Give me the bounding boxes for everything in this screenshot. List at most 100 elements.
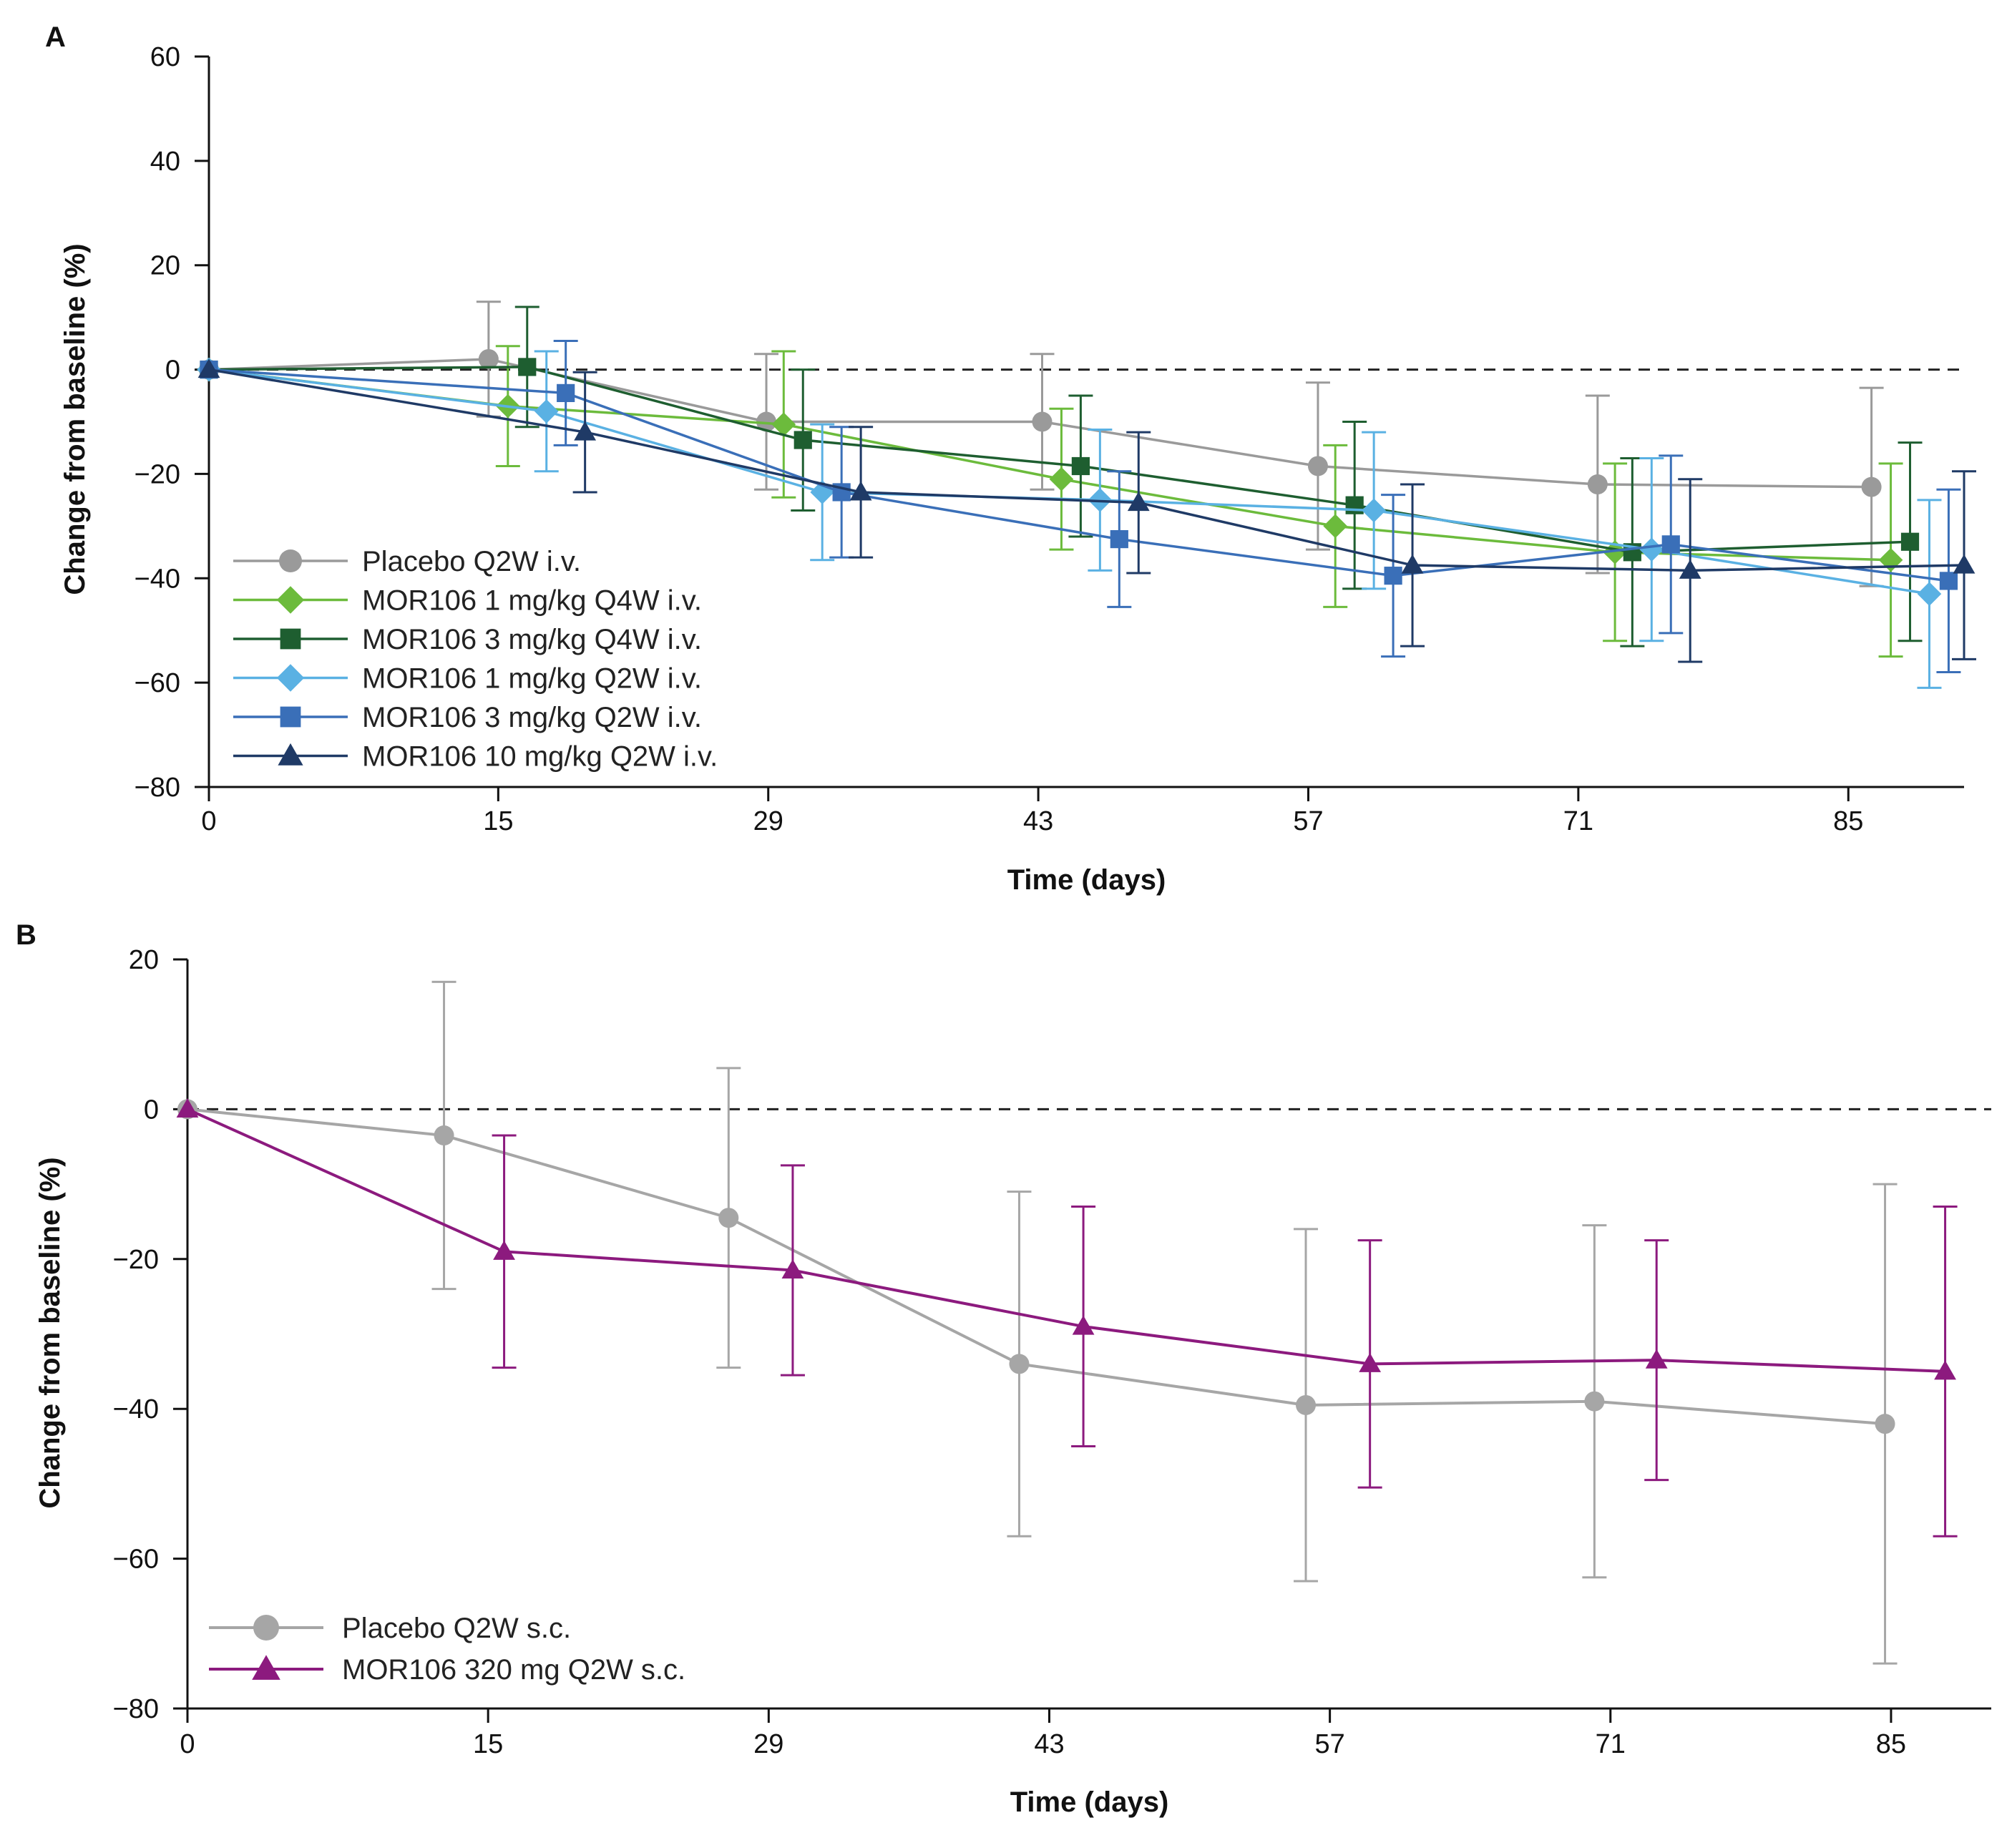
panel-a-legend: Placebo Q2W i.v. MOR106 1 mg/kg Q4W i.v. M…	[233, 546, 718, 773]
panel-a-data-point	[793, 431, 812, 449]
panel-b-y-tick-label: 0	[144, 1095, 159, 1125]
panel-a-y-tick-label: −80	[135, 773, 180, 803]
panel-b-data-point	[718, 1208, 739, 1228]
panel-b-legend-label: Placebo Q2W s.c.	[342, 1613, 571, 1644]
panel-b-series-1	[176, 1098, 1958, 1537]
panel-a-legend-marker	[280, 628, 301, 650]
panel-a-data-point	[1345, 496, 1364, 514]
panel-a-data-point	[518, 358, 537, 376]
panel-b-legend-marker	[253, 1615, 279, 1641]
panel-a-legend-marker	[276, 664, 305, 692]
panel-a-data-point	[1861, 476, 1882, 497]
panel-b-y-tick-label: −40	[113, 1394, 159, 1424]
panel-b-data-point	[1875, 1414, 1895, 1434]
panel-a-x-axis-title: Time (days)	[1007, 864, 1166, 896]
panel-a-series-2	[200, 305, 1923, 647]
panel-a-data-point	[1032, 411, 1053, 432]
panel-b-y-tick-label: 20	[129, 945, 159, 975]
panel-a-data-point	[557, 383, 575, 402]
panel-a-data-point	[534, 399, 559, 424]
panel-b: B 20 0 −20 −40 −60 −80 0 15 29 43 57 71 85 Time (days…	[16, 919, 1991, 1818]
panel-a-legend-label: MOR106 3 mg/kg Q2W i.v.	[362, 702, 702, 733]
panel-a-x-tick-label: 0	[201, 806, 216, 836]
panel-a-legend-marker	[279, 549, 302, 572]
panel-a-data-point	[1603, 540, 1627, 564]
panel-b-y-tick-label: −20	[113, 1245, 159, 1275]
panel-b-y-tick-label: −80	[113, 1694, 159, 1724]
panel-a-legend-item: MOR106 3 mg/kg Q4W i.v.	[233, 624, 702, 655]
panel-b-x-tick-label: 57	[1314, 1729, 1344, 1759]
panel-a-x-tick-label: 43	[1023, 806, 1053, 836]
panel-a-legend-item: MOR106 1 mg/kg Q4W i.v.	[233, 585, 702, 617]
panel-b-y-axis-title: Change from baseline (%)	[34, 1157, 66, 1508]
panel-b-series-0	[177, 980, 1898, 1665]
panel-a-data-point	[1384, 567, 1402, 585]
panel-b-data-point	[176, 1098, 199, 1118]
panel-b-data-point	[1934, 1360, 1956, 1380]
panel-a-y-tick-label: 40	[150, 147, 180, 177]
panel-a-legend-marker	[278, 743, 303, 766]
panel-b-legend-item: MOR106 320 mg Q2W s.c.	[209, 1654, 685, 1686]
panel-a-data-point	[1900, 532, 1920, 551]
panel-a-legend-label: MOR106 3 mg/kg Q4W i.v.	[362, 624, 702, 655]
panel-a-data-point	[1323, 514, 1348, 539]
panel-a-data-point	[771, 412, 796, 436]
panel-a-legend-label: MOR106 1 mg/kg Q2W i.v.	[362, 663, 702, 695]
panel-a-data-point	[1127, 492, 1150, 512]
panel-a-data-point	[1401, 554, 1424, 574]
panel-a-series-1	[197, 345, 1903, 658]
panel-a-data-point	[1661, 535, 1680, 554]
panel-b-data-point	[493, 1240, 515, 1260]
panel-a-y-tick-label: 60	[150, 42, 180, 72]
panel-a-data-point	[574, 421, 597, 441]
panel-a-data-point	[756, 411, 777, 432]
panel-a-data-point	[1307, 456, 1328, 476]
panel-a-label: A	[45, 21, 66, 53]
panel-b-data-point	[1584, 1391, 1605, 1412]
panel-a-y-tick-label: −20	[135, 459, 180, 489]
panel-a-data-point	[1939, 572, 1958, 590]
panel-a-y-tick-label: −60	[135, 668, 180, 698]
panel-b-label: B	[16, 919, 36, 951]
panel-a-data-point	[1639, 537, 1664, 562]
panel-a-data-point	[1071, 456, 1090, 476]
panel-a-legend-label: MOR106 10 mg/kg Q2W i.v.	[362, 741, 718, 773]
panel-b-x-tick-label: 15	[473, 1729, 503, 1759]
panel-b-legend: Placebo Q2W s.c. MOR106 320 mg Q2W s.c.	[209, 1613, 685, 1686]
panel-a-legend-item: MOR106 10 mg/kg Q2W i.v.	[233, 741, 718, 773]
panel-b-x-tick-label: 0	[180, 1729, 195, 1759]
panel-a-legend-item: MOR106 3 mg/kg Q2W i.v.	[233, 702, 702, 733]
panel-b-x-tick-label: 71	[1596, 1729, 1626, 1759]
panel-a-legend-label: Placebo Q2W i.v.	[362, 546, 581, 577]
panel-b-data-point	[781, 1259, 804, 1279]
panel-a-legend-marker	[280, 706, 301, 728]
panel-b-legend-item: Placebo Q2W s.c.	[209, 1613, 571, 1644]
panel-a-legend-item: Placebo Q2W i.v.	[233, 546, 581, 577]
panel-a-x-tick-label: 57	[1293, 806, 1323, 836]
panel-a-data-point	[1953, 554, 1976, 574]
panel-a-x-tick-label: 71	[1563, 806, 1593, 836]
panel-a: A 60 40 20 0 −20 −40 −60 −80 0 15 29 43 57 71 85 Time (…	[45, 21, 1976, 896]
panel-b-x-tick-label: 43	[1034, 1729, 1064, 1759]
panel-b-data-point	[1296, 1394, 1317, 1415]
panel-a-data-point	[849, 481, 872, 501]
panel-b-data-point	[1645, 1349, 1668, 1369]
panel-b-data-point	[1359, 1352, 1382, 1372]
panel-a-legend-item: MOR106 1 mg/kg Q2W i.v.	[233, 663, 702, 695]
panel-a-data-point	[1917, 582, 1942, 606]
panel-b-x-tick-label: 29	[753, 1729, 783, 1759]
panel-a-y-axis-title: Change from baseline (%)	[59, 243, 91, 595]
panel-b-legend-marker	[252, 1655, 280, 1680]
panel-a-data-point	[1587, 474, 1608, 495]
panel-a-x-tick-label: 85	[1833, 806, 1863, 836]
panel-a-data-point	[1110, 529, 1128, 549]
panel-a-data-point	[197, 358, 220, 378]
panel-b-data-point	[1072, 1315, 1095, 1335]
panel-a-y-tick-label: −40	[135, 564, 180, 594]
panel-a-series-5	[197, 358, 1976, 663]
panel-b-x-axis-title: Time (days)	[1010, 1786, 1169, 1818]
panel-a-y-tick-label: 0	[165, 356, 180, 386]
panel-a-legend-marker	[276, 586, 305, 614]
